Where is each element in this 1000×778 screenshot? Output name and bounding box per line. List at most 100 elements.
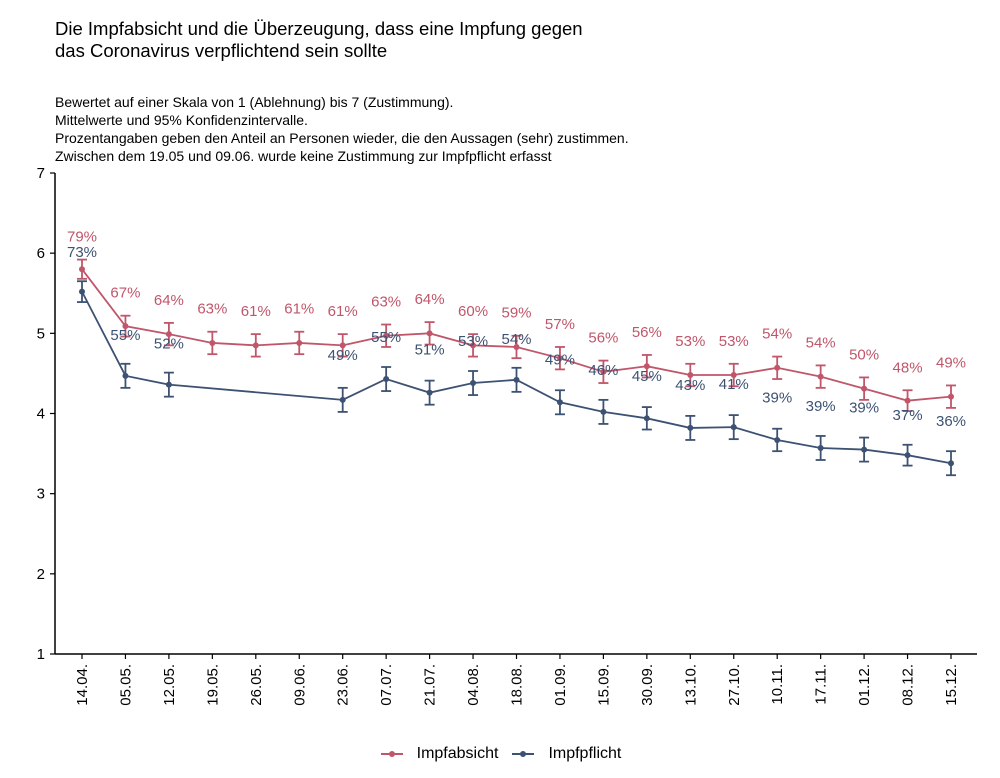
series-layer xyxy=(77,258,956,477)
data-label: 49% xyxy=(936,354,966,371)
data-point xyxy=(383,332,390,339)
data-point xyxy=(426,389,433,396)
x-tick-label: 18.08. xyxy=(509,664,526,706)
series-impfabsicht xyxy=(77,258,956,412)
data-label: 59% xyxy=(501,305,531,322)
series-impfpflicht xyxy=(77,280,956,477)
data-point xyxy=(339,342,346,349)
data-label: 45% xyxy=(632,368,662,385)
data-point xyxy=(730,372,737,379)
data-label: 63% xyxy=(197,301,227,318)
data-label: 57% xyxy=(545,316,575,333)
y-tick-label: 2 xyxy=(37,566,45,583)
data-label: 79% xyxy=(67,229,97,246)
data-label: 49% xyxy=(545,351,575,368)
x-tick-label: 19.05. xyxy=(204,664,221,706)
y-tick-label: 4 xyxy=(37,406,45,423)
data-label: 54% xyxy=(806,334,836,351)
data-label: 67% xyxy=(110,285,140,302)
data-point xyxy=(296,339,303,346)
data-point xyxy=(904,397,911,404)
data-point xyxy=(948,393,954,400)
x-tick-label: 01.09. xyxy=(552,664,569,706)
x-tick-label: 21.07. xyxy=(422,664,439,706)
data-label: 50% xyxy=(849,346,879,363)
data-point xyxy=(165,331,172,338)
data-label: 46% xyxy=(588,362,618,379)
data-point xyxy=(687,372,694,379)
subtitle-line: Zwischen dem 19.05 und 09.06. wurde kein… xyxy=(55,148,552,164)
data-label: 55% xyxy=(371,329,401,346)
data-point xyxy=(209,339,216,346)
y-tick-label: 6 xyxy=(37,245,45,262)
data-point xyxy=(730,424,737,431)
x-tick-label: 09.06. xyxy=(291,664,308,706)
x-tick-label: 12.05. xyxy=(161,664,178,706)
data-point xyxy=(470,380,477,387)
data-point xyxy=(556,399,563,406)
data-label: 52% xyxy=(154,336,184,353)
data-point xyxy=(122,372,129,379)
data-label: 39% xyxy=(849,400,879,417)
x-tick-label: 15.12. xyxy=(943,664,960,706)
data-label: 61% xyxy=(241,303,271,320)
subtitle-line: Bewertet auf einer Skala von 1 (Ablehnun… xyxy=(55,94,454,110)
data-point xyxy=(339,396,346,403)
data-label: 39% xyxy=(806,398,836,415)
y-tick-label: 3 xyxy=(37,486,45,503)
data-point xyxy=(252,342,259,349)
chart-title-line: Die Impfabsicht und die Überzeugung, das… xyxy=(55,18,583,39)
data-label: 53% xyxy=(675,333,705,350)
x-tick-label: 13.10. xyxy=(682,664,699,706)
data-point xyxy=(79,288,85,295)
data-point xyxy=(426,330,433,337)
x-tick-label: 15.09. xyxy=(595,664,612,706)
data-label: 56% xyxy=(632,324,662,341)
data-label: 60% xyxy=(458,303,488,320)
legend-label: Impfpflicht xyxy=(548,745,622,762)
data-point xyxy=(817,444,824,451)
data-label: 43% xyxy=(675,377,705,394)
x-tick-label: 04.08. xyxy=(465,664,482,706)
data-point xyxy=(79,266,85,273)
chart-subtitle: Bewertet auf einer Skala von 1 (Ablehnun… xyxy=(55,93,629,165)
x-tick-label: 17.11. xyxy=(813,664,830,705)
x-tick-label: 10.11. xyxy=(769,664,786,705)
x-tick-label: 23.06. xyxy=(335,664,352,706)
data-point xyxy=(643,363,650,370)
data-point xyxy=(774,436,781,443)
legend-item-impfabsicht[interactable]: Impfabsicht xyxy=(379,745,499,763)
x-tick-label: 08.12. xyxy=(900,664,917,706)
data-point xyxy=(600,408,607,415)
x-tick-label: 27.10. xyxy=(726,664,743,706)
x-tick-label: 26.05. xyxy=(248,664,265,706)
data-label: 64% xyxy=(154,292,184,309)
legend-item-impfpflicht[interactable]: Impfpflicht xyxy=(510,745,621,763)
data-label: 39% xyxy=(762,390,792,407)
data-label: 53% xyxy=(719,333,749,350)
y-tick-label: 7 xyxy=(37,165,45,182)
data-label: 56% xyxy=(588,330,618,347)
y-tick-label: 1 xyxy=(37,646,45,663)
data-label: 49% xyxy=(328,347,358,364)
data-point xyxy=(643,415,650,422)
data-point xyxy=(861,385,868,392)
data-label: 63% xyxy=(371,294,401,311)
data-label: 61% xyxy=(328,303,358,320)
x-tick-label: 14.04. xyxy=(74,664,91,706)
data-point xyxy=(470,342,477,349)
data-label: 73% xyxy=(67,244,97,261)
data-point xyxy=(556,355,563,362)
chart-title-line: das Coronavirus verpflichtend sein sollt… xyxy=(55,40,388,61)
data-label: 64% xyxy=(415,291,445,308)
x-tick-label: 01.12. xyxy=(856,664,873,706)
x-tick-label: 30.09. xyxy=(639,664,656,706)
legend-label: Impfabsicht xyxy=(416,745,499,762)
y-tick-label: 5 xyxy=(37,325,45,342)
data-label: 53% xyxy=(458,333,488,350)
data-labels-layer: 79% 67% 64% 63% 61% 61% 61% 63% 64% 60% 59% 57% 56% 5… xyxy=(67,229,966,431)
data-label: 55% xyxy=(110,327,140,344)
data-label: 41% xyxy=(719,376,749,393)
data-point xyxy=(948,460,954,467)
x-tick-label: 05.05. xyxy=(117,664,134,706)
